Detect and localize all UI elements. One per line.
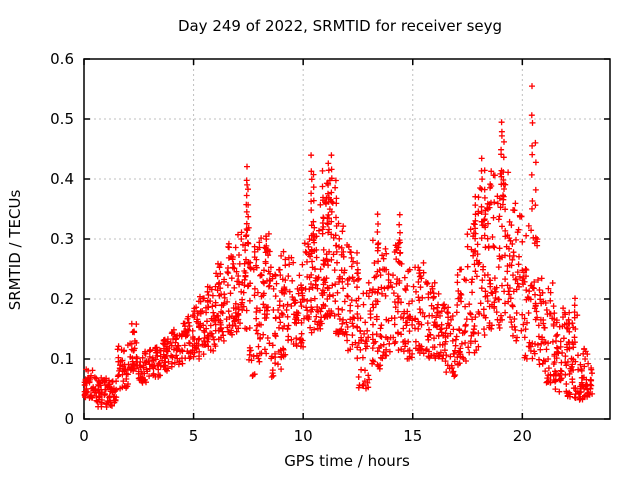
x-tick-label: 0 <box>79 427 89 445</box>
y-axis-label: SRMTID / TECUs <box>6 190 24 311</box>
y-tick-label: 0.6 <box>50 50 74 68</box>
x-tick-label: 5 <box>189 427 199 445</box>
axis-ticks <box>83 58 610 420</box>
y-tick-label: 0.4 <box>50 170 74 188</box>
x-tick-label: 15 <box>403 427 422 445</box>
y-tick-label: 0.5 <box>50 110 74 128</box>
x-axis-label: GPS time / hours <box>284 452 410 470</box>
data-layer <box>81 83 596 410</box>
tick-layer <box>83 58 610 420</box>
y-tick-label: 0 <box>64 410 74 428</box>
x-tick-label: 20 <box>513 427 532 445</box>
y-tick-label: 0.3 <box>50 230 74 248</box>
x-tick-label: 10 <box>294 427 313 445</box>
y-tick-label: 0.1 <box>50 350 74 368</box>
chart-title: Day 249 of 2022, SRMTID for receiver sey… <box>178 17 502 35</box>
tick-label-layer: 0 5 10 15 20 0 0.1 0.2 0.3 0.4 0.5 0.6 <box>50 50 532 445</box>
y-tick-label: 0.2 <box>50 290 74 308</box>
scatter-points <box>81 83 596 410</box>
